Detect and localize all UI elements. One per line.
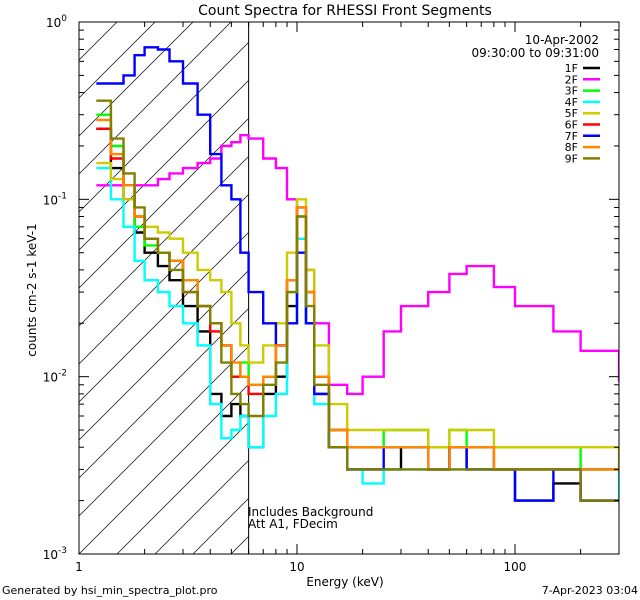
x-axis-label: Energy (keV) <box>306 575 383 589</box>
legend-label-9f: 9F <box>565 152 578 165</box>
y-tick-label: 10-3 <box>43 546 67 562</box>
date-label: 10-Apr-2002 <box>525 33 599 47</box>
y-tick-label: 10-1 <box>43 191 67 207</box>
footer-generator: Generated by hsi_min_spectra_plot.pro <box>2 584 218 597</box>
y-tick-label: 10-2 <box>43 369 67 385</box>
time-range-label: 09:30:00 to 09:31:00 <box>472 46 599 60</box>
attenuator-hatch-region <box>79 22 619 554</box>
legend-label-2f: 2F <box>565 73 578 86</box>
y-tick-label: 100 <box>46 14 67 30</box>
legend-label-6f: 6F <box>565 119 578 132</box>
annotation-attenuator: Att A1, FDecim <box>248 517 338 531</box>
legend-label-3f: 3F <box>565 85 578 98</box>
plot-frame <box>78 21 620 555</box>
legend-label-4f: 4F <box>565 96 578 109</box>
legend-label-8f: 8F <box>565 141 578 154</box>
annotation-background: Includes Background <box>248 505 373 519</box>
legend-label-1f: 1F <box>565 62 578 75</box>
chart-title: Count Spectra for RHESSI Front Segments <box>198 3 492 19</box>
footer-timestamp: 7-Apr-2023 03:04 <box>542 584 638 597</box>
legend-label-7f: 7F <box>565 130 578 143</box>
legend-label-5f: 5F <box>565 107 578 120</box>
x-tick-label: 10 <box>289 560 304 574</box>
series-line-9f <box>96 99 619 502</box>
x-tick-label: 1 <box>75 560 83 574</box>
x-tick-label: 100 <box>504 560 527 574</box>
y-axis-label: counts cm-2 s-1 keV-1 <box>25 223 39 356</box>
